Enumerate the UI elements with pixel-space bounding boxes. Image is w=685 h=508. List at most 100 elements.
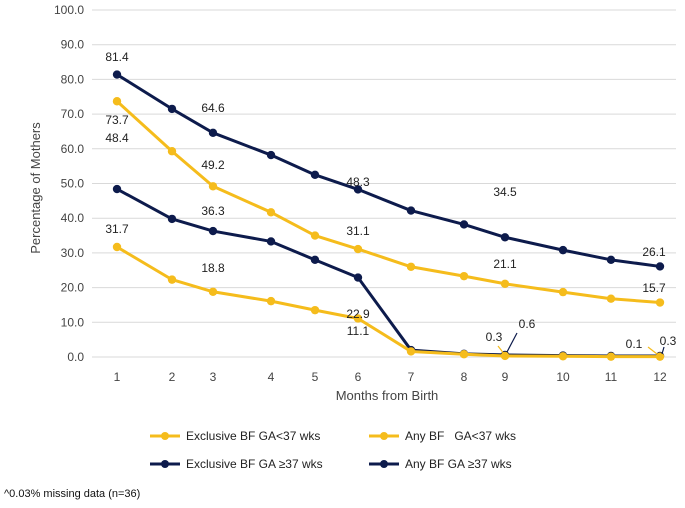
data-label: 15.7: [642, 281, 666, 295]
series-path: [116, 73, 661, 268]
data-point: [112, 97, 122, 106]
data-label: 64.6: [201, 101, 225, 115]
data-point: [558, 245, 568, 255]
data-point: [167, 214, 177, 224]
legend-swatch-marker: [380, 460, 388, 468]
data-label: 21.1: [493, 257, 517, 271]
x-tick-label: 1: [114, 370, 121, 384]
series-path: [116, 245, 660, 359]
legend-swatch-marker: [161, 460, 169, 468]
legend-item: Exclusive BF GA ≥37 wks: [150, 457, 323, 471]
data-point: [655, 262, 665, 271]
data-point: [606, 352, 616, 361]
x-tick-label: 9: [502, 370, 509, 384]
data-label: 48.3: [346, 175, 370, 189]
data-point: [266, 237, 276, 246]
data-point: [406, 347, 416, 356]
data-point: [500, 279, 510, 288]
y-tick-label: 40.0: [61, 211, 85, 225]
label-leader: [647, 346, 658, 355]
legend-item: Any BF GA ≥37 wks: [369, 457, 512, 471]
data-point: [112, 70, 122, 79]
data-point: [500, 233, 510, 242]
x-tick-label: 5: [312, 370, 319, 384]
x-tick-label: 11: [605, 370, 618, 384]
data-label: 26.1: [642, 245, 666, 259]
data-label: 22.9: [346, 307, 370, 321]
data-point: [353, 273, 363, 282]
data-point: [310, 170, 320, 180]
y-tick-label: 100.0: [54, 3, 84, 17]
x-tick-label: 3: [210, 370, 217, 384]
data-point: [266, 296, 276, 306]
data-label: 73.7: [105, 113, 129, 127]
data-point: [167, 104, 177, 114]
series-line: [112, 184, 665, 361]
data-point: [406, 206, 416, 215]
x-axis-title: Months from Birth: [336, 388, 439, 403]
data-label: 31.7: [105, 222, 129, 236]
data-point: [558, 352, 568, 361]
data-point: [208, 287, 218, 296]
y-tick-label: 0.0: [67, 350, 84, 364]
data-point: [310, 305, 320, 315]
data-point: [208, 226, 218, 236]
data-point: [655, 352, 665, 361]
y-tick-label: 70.0: [61, 107, 85, 121]
data-point: [353, 244, 363, 254]
data-label: 0.6: [519, 317, 536, 331]
series-line: [112, 70, 665, 271]
legend: Exclusive BF GA<37 wks Any BF GA<37 wks Ex…: [150, 429, 516, 471]
x-tick-label: 7: [408, 370, 415, 384]
legend-label: Exclusive BF GA ≥37 wks: [186, 457, 323, 471]
legend-item: Any BF GA<37 wks: [369, 429, 516, 443]
data-label: 31.1: [346, 224, 370, 238]
data-point: [406, 262, 416, 271]
series-path: [115, 100, 661, 305]
label-leader: [506, 332, 518, 353]
data-point: [266, 150, 276, 160]
x-tick-label: 4: [268, 370, 275, 384]
data-point: [112, 184, 122, 194]
data-point: [310, 231, 320, 240]
series-line: [112, 242, 665, 361]
legend-item: Exclusive BF GA<37 wks: [150, 429, 320, 443]
data-point: [310, 255, 320, 265]
data-point: [655, 298, 665, 307]
y-grid: [92, 9, 676, 358]
data-point: [558, 287, 568, 297]
data-point: [500, 351, 510, 361]
y-tick-label: 80.0: [61, 72, 85, 86]
legend-label: Exclusive BF GA<37 wks: [186, 429, 320, 443]
data-point: [167, 275, 177, 284]
data-point: [606, 294, 616, 303]
data-label: 36.3: [201, 204, 225, 218]
data-point: [606, 255, 616, 265]
data-point: [266, 208, 276, 217]
legend-swatch-marker: [380, 432, 388, 440]
y-tick-label: 50.0: [61, 177, 85, 191]
x-tick-label: 8: [461, 370, 468, 384]
data-label: 0.3: [660, 334, 677, 348]
x-tick-label: 6: [355, 370, 362, 384]
data-point: [459, 220, 469, 229]
data-point: [353, 185, 363, 194]
data-point: [459, 350, 469, 359]
data-label: 49.2: [201, 158, 225, 172]
y-tick-label: 60.0: [61, 142, 85, 156]
data-label: 18.8: [201, 261, 225, 275]
data-point: [208, 182, 218, 191]
legend-label: Any BF GA<37 wks: [405, 429, 516, 443]
data-point: [112, 242, 122, 252]
y-tick-label: 30.0: [61, 246, 85, 260]
series-group: [112, 70, 665, 361]
y-tick-label: 20.0: [61, 281, 85, 295]
data-point: [353, 314, 363, 323]
x-axis-ticks: 1 2 3 4 5 6 7 8 9 10 11 12: [114, 370, 667, 384]
y-axis-ticks: 0.0 10.0 20.0 30.0 40.0 50.0 60.0 70.0 80.0 90.0 1…: [54, 3, 84, 364]
data-label: 34.5: [493, 185, 517, 199]
x-tick-label: 2: [169, 370, 176, 384]
footnote: ^0.03% missing data (n=36): [4, 488, 141, 500]
data-label: 0.1: [626, 337, 643, 351]
